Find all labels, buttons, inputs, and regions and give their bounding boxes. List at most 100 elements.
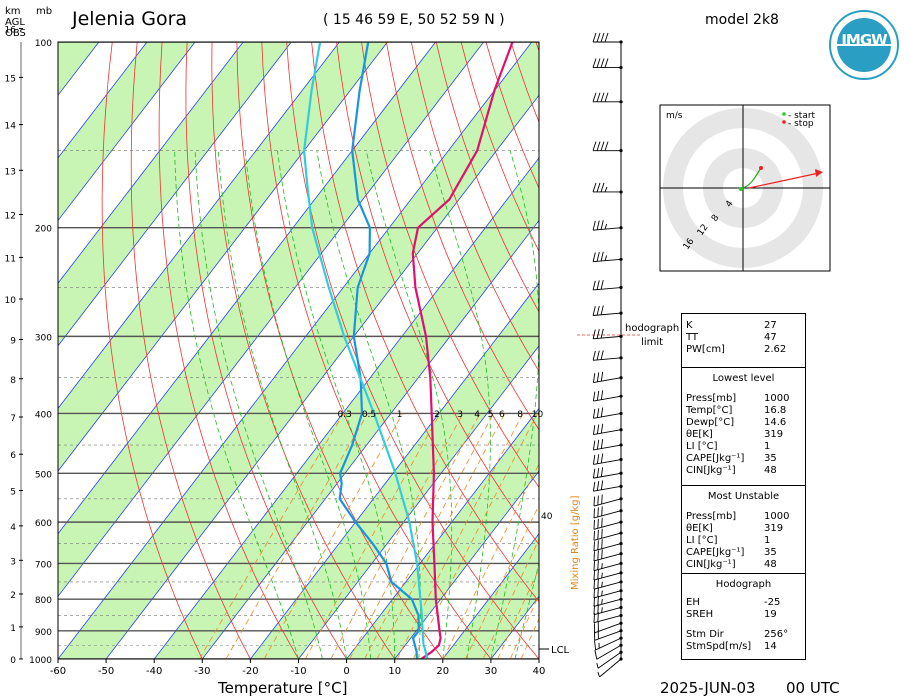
dry-adiabat xyxy=(261,42,492,659)
barb-flag xyxy=(600,328,604,339)
mixing-ratio-tick-label: 1 xyxy=(397,410,403,420)
wind-barb xyxy=(593,595,622,607)
barb-flag xyxy=(600,92,605,102)
mixing-ratio-tick-label: 40 xyxy=(541,512,553,522)
barb-flag xyxy=(596,182,601,193)
barb-half-flag xyxy=(597,671,600,678)
moist-adiabat xyxy=(277,150,396,659)
barb-flag xyxy=(600,390,604,400)
barb-flag xyxy=(604,141,609,151)
barb-flag xyxy=(600,305,604,315)
barb-flag xyxy=(593,541,595,551)
dry-adiabat xyxy=(185,42,348,659)
barb-staff xyxy=(593,598,622,607)
mixing-ratio-line xyxy=(364,413,494,659)
wind-barb xyxy=(593,506,622,519)
mixing-ratio-tick-label: 4 xyxy=(474,410,480,420)
barb-flag xyxy=(597,595,599,606)
index-value: 35 xyxy=(764,547,777,558)
x-tick-label: -20 xyxy=(242,666,258,677)
index-row: Temp[°C] 16.8 xyxy=(686,405,801,417)
x-tick-label: -40 xyxy=(146,666,162,677)
wind-barb xyxy=(593,587,622,599)
mixing-ratio-line xyxy=(349,413,481,659)
wind-barb xyxy=(593,494,622,507)
unit-agl: AGL xyxy=(5,17,25,28)
barb-flag xyxy=(592,306,596,316)
barb-half-flag xyxy=(604,186,608,193)
hodograph-ring-label: 4 xyxy=(724,199,736,210)
isotherm-band xyxy=(58,42,539,659)
moist-adiabat xyxy=(490,150,539,659)
barb-flag xyxy=(601,506,603,516)
barb-flag xyxy=(594,640,597,650)
barb-flag xyxy=(596,141,601,151)
wind-barb xyxy=(593,560,622,572)
wind-barb xyxy=(592,279,622,291)
index-value: 48 xyxy=(764,465,777,476)
pressure-tick-label: 200 xyxy=(35,225,52,235)
index-row: Press[mb] 1000 xyxy=(686,511,801,523)
hodograph-limit-label: hodograph limit xyxy=(625,322,679,350)
barb-staff xyxy=(593,562,622,572)
isotherm xyxy=(394,470,539,659)
barb-flag xyxy=(592,252,596,262)
legend-stop-dot xyxy=(782,120,786,124)
pressure-tick-label: 500 xyxy=(35,470,52,480)
lcl-label: LCL xyxy=(551,645,570,656)
index-row: SREH 19 xyxy=(686,609,801,621)
dry-adiabat xyxy=(211,42,396,659)
mixing-ratio-tick-label: 3 xyxy=(457,410,463,420)
isotherm xyxy=(58,42,292,347)
barb-flag xyxy=(592,350,596,361)
barb-staff xyxy=(593,532,622,541)
isotherm xyxy=(153,157,539,659)
wind-barb xyxy=(592,92,621,103)
index-value: 14.6 xyxy=(764,417,787,428)
index-value: 256° xyxy=(764,629,789,640)
index-row: CAPE[Jkg⁻¹] 35 xyxy=(686,453,801,465)
height-tick-label: 9 xyxy=(10,336,16,346)
index-row: CIN[Jkg⁻¹] 48 xyxy=(686,559,801,571)
moist-adiabat xyxy=(174,150,299,659)
barb-flag xyxy=(592,454,596,465)
height-tick-label: 10 xyxy=(5,296,17,306)
mixing-ratio-line xyxy=(497,568,539,659)
barb-flag xyxy=(597,507,599,517)
barb-staff xyxy=(593,553,622,562)
pressure-tick-label: 700 xyxy=(35,560,52,570)
index-row: TT 47 xyxy=(686,332,801,344)
index-row: θE[K] 319 xyxy=(686,429,801,441)
isotherm xyxy=(58,42,436,535)
barb-flag xyxy=(597,578,599,589)
index-row: CIN[Jkg⁻¹] 48 xyxy=(686,465,801,477)
wind-barb xyxy=(596,651,622,669)
barb-staff xyxy=(593,395,622,402)
barb-flag xyxy=(600,279,604,290)
valid-date: 2025-JUN-03 xyxy=(660,679,756,697)
index-value: 16.8 xyxy=(764,405,787,416)
barb-flag xyxy=(596,252,600,262)
barb-staff xyxy=(594,630,622,641)
barb-staff xyxy=(594,622,622,634)
barb-flag xyxy=(600,480,604,490)
mixing-ratio-line xyxy=(304,413,441,659)
series-parcel xyxy=(302,42,429,659)
barb-staff xyxy=(593,485,622,492)
most-unstable-title: Most Unstable xyxy=(707,491,780,502)
isotherm xyxy=(58,42,388,472)
barb-half-flag xyxy=(601,563,603,569)
index-key: Stm Dir xyxy=(686,629,724,640)
mixing-ratio-tick-label: 10 xyxy=(532,410,544,420)
barb-flag xyxy=(604,92,609,102)
wind-barb xyxy=(592,371,622,383)
index-key: Temp[°C] xyxy=(686,405,733,416)
pressure-tick-label: 600 xyxy=(35,519,52,529)
mixing-ratio-tick-label: 2 xyxy=(434,410,440,420)
barb-flag xyxy=(600,350,604,360)
index-key: CIN[Jkg⁻¹] xyxy=(686,465,736,476)
background-lines xyxy=(58,42,539,659)
mixing-ratio-tick-label: 0.3 xyxy=(338,410,352,420)
barb-flag xyxy=(600,220,604,230)
